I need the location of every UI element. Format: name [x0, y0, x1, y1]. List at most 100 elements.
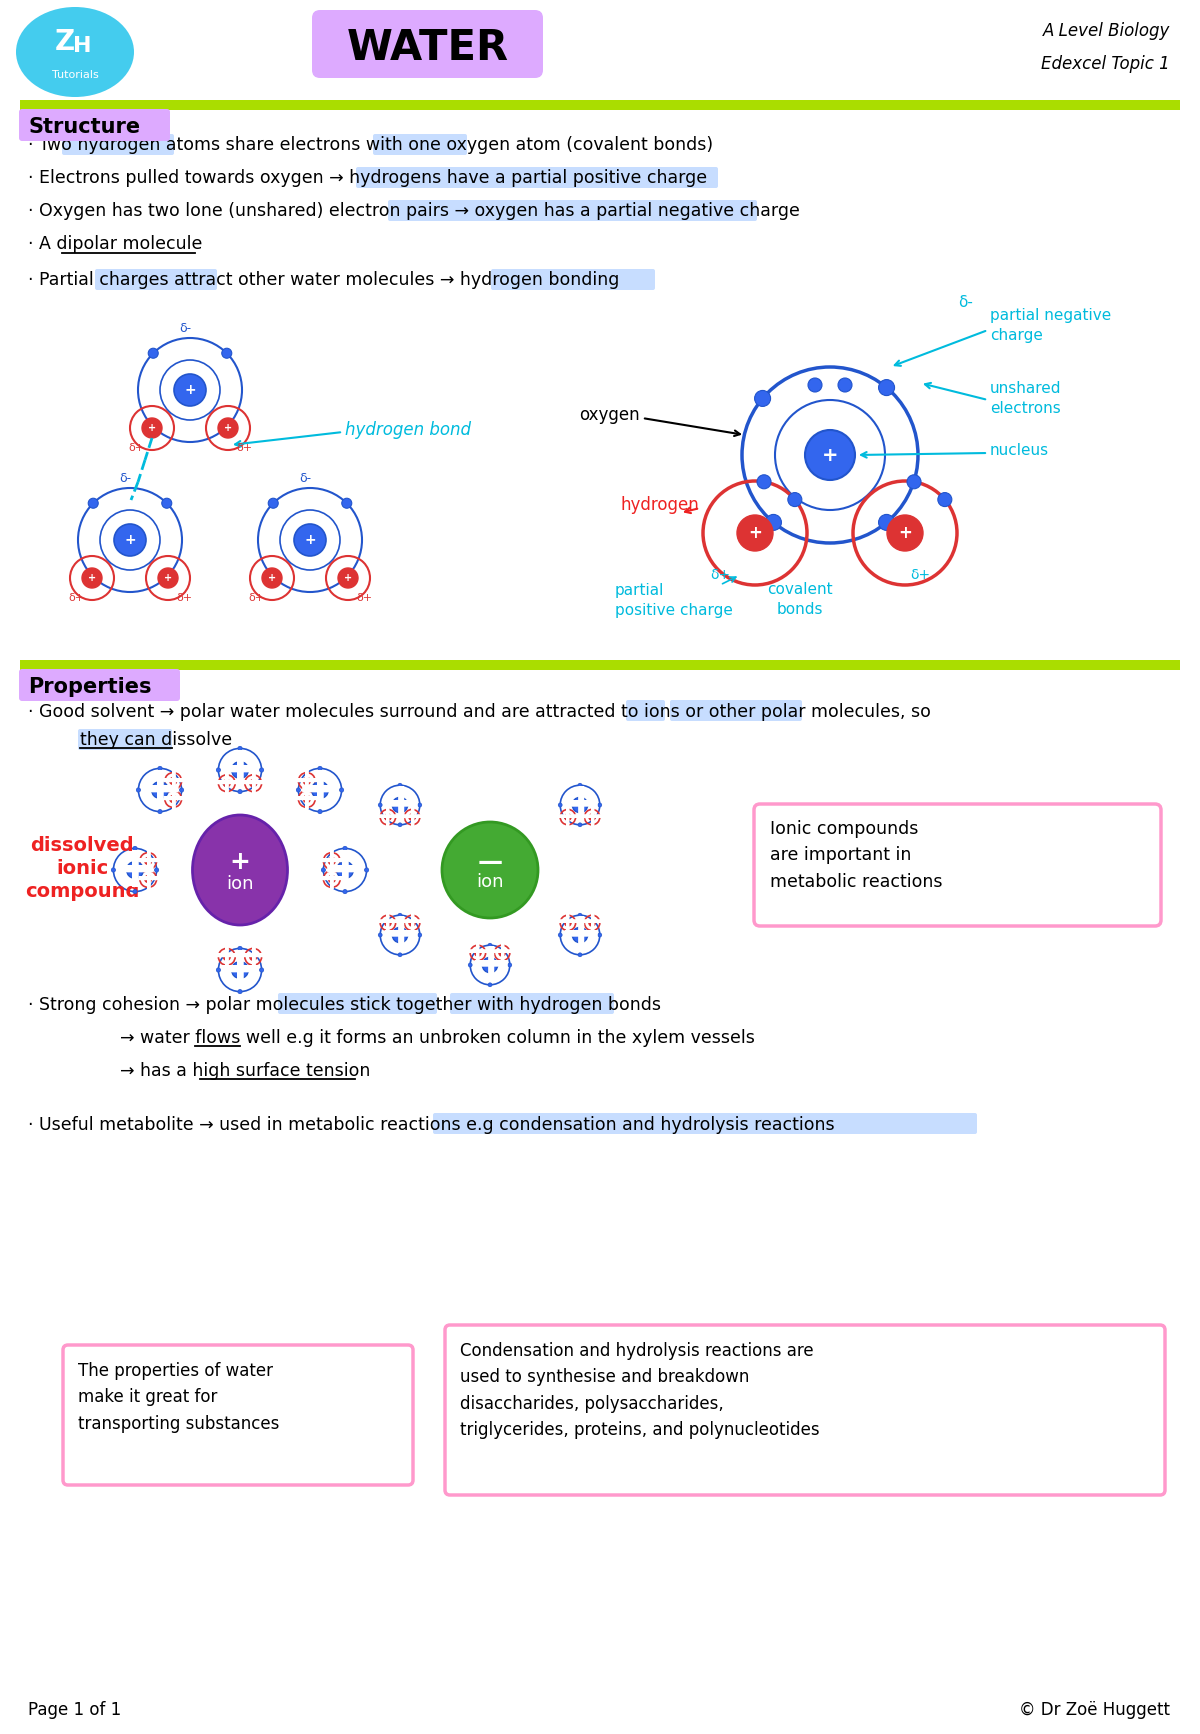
Circle shape: [318, 766, 322, 770]
Circle shape: [145, 857, 152, 865]
Text: δ-: δ-: [958, 295, 973, 309]
Text: · Partial charges attract other water molecules → hydrogen bonding: · Partial charges attract other water mo…: [28, 271, 619, 290]
Text: Edexcel Topic 1: Edexcel Topic 1: [1042, 55, 1170, 73]
Text: +: +: [164, 572, 172, 583]
Circle shape: [343, 890, 347, 893]
FancyBboxPatch shape: [670, 701, 802, 721]
Text: Tutorials: Tutorials: [52, 69, 98, 80]
Circle shape: [578, 954, 582, 957]
Text: A Level Biology: A Level Biology: [1043, 23, 1170, 40]
Text: +: +: [110, 841, 160, 898]
Circle shape: [114, 524, 146, 557]
Circle shape: [89, 498, 98, 508]
FancyBboxPatch shape: [95, 269, 217, 290]
Ellipse shape: [16, 7, 134, 97]
Circle shape: [907, 475, 922, 489]
Circle shape: [808, 378, 822, 392]
Circle shape: [385, 813, 391, 820]
Text: +: +: [239, 766, 268, 799]
Text: +: +: [556, 803, 581, 832]
Circle shape: [250, 780, 257, 787]
Text: unshared: unshared: [990, 380, 1062, 395]
FancyBboxPatch shape: [78, 728, 172, 751]
Circle shape: [475, 950, 481, 955]
Circle shape: [409, 813, 415, 820]
Text: δ+: δ+: [910, 569, 930, 583]
Text: +: +: [558, 909, 602, 961]
Circle shape: [296, 787, 300, 792]
Text: +: +: [400, 803, 425, 832]
FancyBboxPatch shape: [19, 109, 170, 140]
Circle shape: [499, 950, 505, 955]
Circle shape: [378, 803, 382, 806]
Text: → water flows well e.g it forms an unbroken column in the xylem vessels: → water flows well e.g it forms an unbro…: [120, 1028, 755, 1047]
Circle shape: [137, 787, 140, 792]
Text: · Strong cohesion → polar molecules stick together with hydrogen bonds: · Strong cohesion → polar molecules stic…: [28, 995, 661, 1014]
Circle shape: [149, 349, 158, 359]
Text: · Oxygen has two lone (unshared) electron pairs → oxygen has a partial negative : · Oxygen has two lone (unshared) electro…: [28, 201, 800, 220]
Text: +: +: [822, 446, 839, 465]
Text: +: +: [376, 909, 401, 938]
Circle shape: [838, 378, 852, 392]
Text: · A dipolar molecule: · A dipolar molecule: [28, 236, 203, 253]
Text: · Good solvent → polar water molecules surround and are attracted to ions or oth: · Good solvent → polar water molecules s…: [28, 702, 931, 721]
Text: +: +: [898, 524, 912, 543]
Circle shape: [755, 390, 770, 406]
Text: ion: ion: [476, 872, 504, 891]
Circle shape: [232, 761, 248, 779]
Text: partial negative: partial negative: [990, 307, 1111, 323]
Circle shape: [468, 962, 472, 968]
Text: Z: Z: [55, 28, 76, 55]
FancyBboxPatch shape: [278, 994, 437, 1014]
Circle shape: [805, 430, 856, 480]
Text: δ+: δ+: [176, 593, 192, 603]
Text: +: +: [293, 782, 320, 815]
Circle shape: [938, 492, 952, 506]
Text: hydrogen: hydrogen: [620, 496, 698, 513]
Text: +: +: [580, 803, 605, 832]
Circle shape: [565, 813, 571, 820]
Circle shape: [223, 780, 230, 787]
Circle shape: [418, 933, 421, 936]
Circle shape: [180, 787, 184, 792]
Circle shape: [89, 572, 98, 583]
Text: +: +: [580, 909, 605, 938]
FancyBboxPatch shape: [491, 269, 655, 290]
Circle shape: [112, 869, 115, 872]
Circle shape: [158, 569, 178, 588]
Circle shape: [887, 515, 923, 551]
FancyBboxPatch shape: [373, 134, 467, 154]
Text: +: +: [468, 940, 512, 992]
Circle shape: [216, 968, 221, 973]
Circle shape: [149, 421, 158, 432]
Text: +: +: [229, 850, 251, 874]
Text: —: —: [478, 850, 503, 874]
Circle shape: [269, 498, 278, 508]
Text: covalent: covalent: [767, 583, 833, 598]
Circle shape: [365, 869, 368, 872]
Circle shape: [398, 954, 402, 957]
Text: +: +: [295, 761, 344, 818]
Circle shape: [578, 824, 582, 827]
Circle shape: [398, 784, 402, 787]
Circle shape: [133, 890, 137, 893]
Bar: [20, 101, 1180, 109]
Text: +: +: [558, 779, 602, 831]
Text: +: +: [224, 423, 232, 434]
Circle shape: [127, 862, 144, 879]
Text: +: +: [239, 940, 268, 973]
Circle shape: [158, 810, 162, 813]
Text: +: +: [88, 572, 96, 583]
Text: δ+: δ+: [710, 569, 730, 583]
Text: +: +: [378, 909, 422, 961]
FancyBboxPatch shape: [450, 994, 614, 1014]
Text: · Useful metabolite → used in metabolic reactions e.g condensation and hydrolysi: · Useful metabolite → used in metabolic …: [28, 1117, 835, 1134]
Circle shape: [232, 962, 248, 978]
FancyBboxPatch shape: [433, 1113, 977, 1134]
Text: δ+: δ+: [248, 593, 264, 603]
Text: +: +: [376, 803, 401, 832]
Circle shape: [218, 418, 238, 439]
FancyBboxPatch shape: [356, 166, 718, 187]
Text: +: +: [268, 572, 276, 583]
Text: charge: charge: [990, 328, 1043, 343]
